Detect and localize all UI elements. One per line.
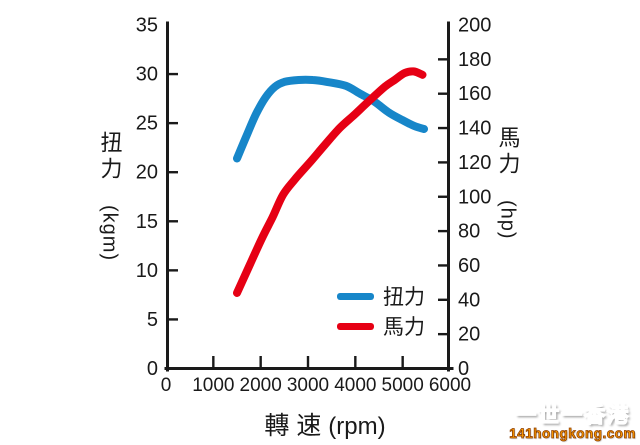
right-axis-tick-label: 0 (458, 358, 469, 380)
watermark-title: 一世一香港 (514, 403, 631, 427)
left-axis-title-unit: (kgm) (98, 205, 121, 262)
left-axis-tick-label: 10 (136, 260, 158, 282)
x-axis-title-unit-text: (rpm) (328, 413, 386, 440)
left-axis-title: 扭力 (kgm) (96, 131, 124, 261)
right-axis-tick-label: 40 (458, 289, 480, 311)
right-axis-tick-label: 60 (458, 255, 480, 277)
x-axis-tick-label: 3000 (287, 375, 329, 396)
left-axis-tick-label: 30 (136, 64, 158, 86)
x-axis-title: 轉 速 (rpm) (175, 406, 475, 442)
right-axis-tick-label: 200 (458, 15, 491, 37)
torque-legend-swatch (337, 292, 374, 300)
x-axis-tick-label: 2000 (240, 375, 282, 396)
right-axis-tick-label: 100 (458, 186, 491, 208)
left-axis-title-text: 扭力 (97, 131, 123, 183)
x-axis-tick-label: 0 (161, 375, 172, 396)
watermark: 一世一香港 141hongkong.com (509, 403, 636, 441)
watermark-url: 141hongkong.com (509, 425, 636, 441)
left-axis-tick-label: 35 (136, 15, 158, 37)
legend-item-power: 馬力 (337, 313, 425, 339)
right-axis-tick-label: 140 (458, 118, 491, 140)
power-legend-label: 馬力 (383, 316, 425, 339)
left-axis-tick-label: 5 (147, 309, 158, 331)
left-axis-tick-label: 25 (136, 113, 158, 135)
right-axis-tick-label: 80 (458, 221, 480, 243)
left-axis-tick-label: 0 (147, 358, 158, 380)
right-axis-title: 馬力 (hp) (494, 126, 522, 240)
x-axis-tick-label: 5000 (382, 375, 424, 396)
right-axis-title-text: 馬力 (495, 126, 521, 178)
x-axis-title-text: 轉 速 (264, 412, 322, 440)
left-axis-tick-label: 20 (136, 162, 158, 184)
torque-legend-label: 扭力 (383, 286, 425, 309)
x-axis-tick-label: 6000 (429, 375, 471, 396)
right-axis-title-unit: (hp) (496, 200, 519, 240)
legend: 扭力 馬力 (337, 283, 425, 343)
x-axis-tick-label: 4000 (334, 375, 376, 396)
legend-item-torque: 扭力 (337, 283, 425, 309)
right-axis-tick-label: 160 (458, 83, 491, 105)
x-axis-title-unit: (rpm) (328, 413, 385, 440)
right-axis-tick-label: 180 (458, 49, 491, 71)
right-axis-tick-label: 20 (458, 324, 480, 346)
x-axis-tick-label: 1000 (192, 375, 234, 396)
torque-curve (233, 75, 428, 163)
left-axis-tick-label: 15 (136, 211, 158, 233)
power-curve (233, 67, 427, 297)
right-axis-tick-label: 120 (458, 152, 491, 174)
power-legend-swatch (337, 322, 374, 330)
